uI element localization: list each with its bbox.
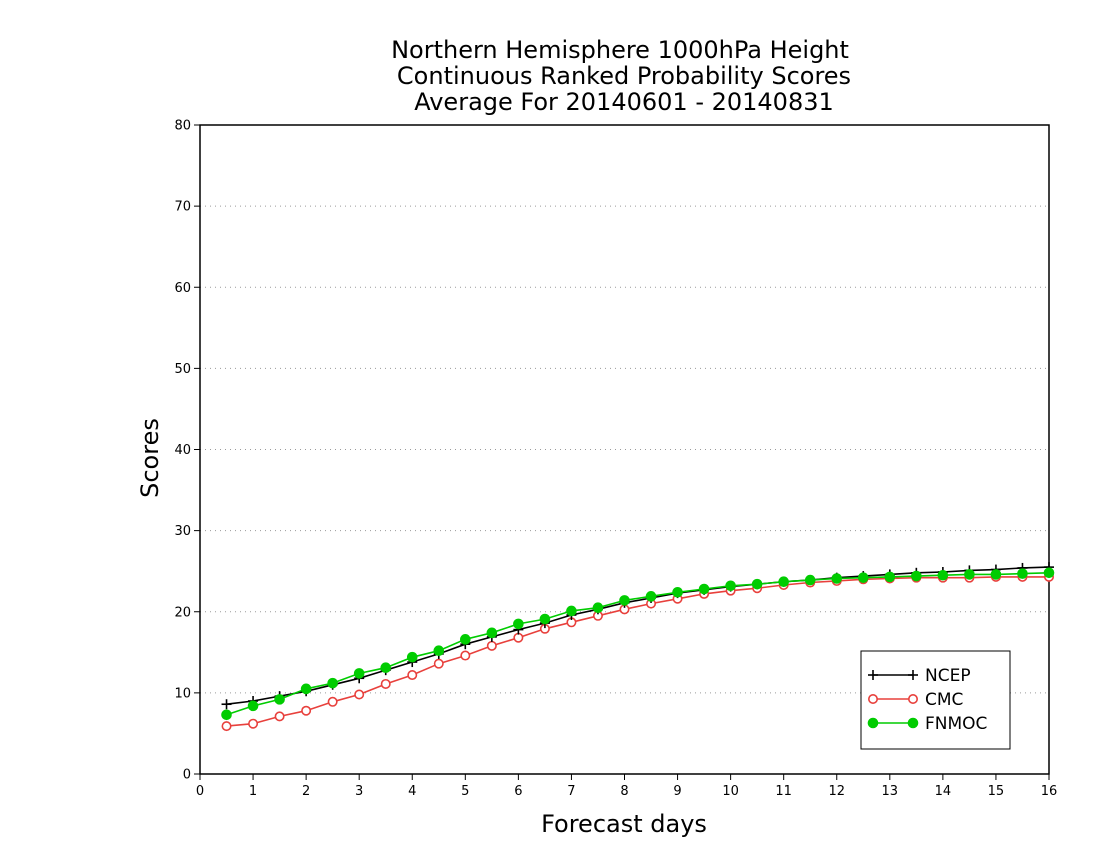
data-point-fnmoc [698, 583, 710, 595]
data-point-fnmoc [1017, 568, 1028, 579]
data-point-fnmoc [406, 651, 418, 663]
x-axis: 0 1 2 3 4 5 6 7 8 9 10 11 12 13 14 15 16 [196, 774, 1057, 799]
legend-label-cmc: CMC [925, 690, 963, 710]
data-point-fnmoc [725, 580, 736, 592]
legend-marker-cmc [907, 693, 918, 704]
y-tick-label: 10 [174, 686, 191, 701]
legend-label-fnmoc: FNMOC [925, 714, 987, 734]
series-fnmoc [221, 567, 1055, 721]
data-point-cmc [354, 689, 365, 700]
data-point-cmc [327, 696, 338, 707]
data-series [221, 562, 1055, 732]
x-tick-label: 3 [355, 784, 363, 799]
data-point-fnmoc [937, 569, 949, 581]
data-point-fnmoc [221, 709, 232, 721]
data-point-cmc [301, 705, 312, 716]
chart-title-line-1: Northern Hemisphere 1000hPa Height [391, 36, 849, 64]
data-point-cmc [486, 640, 497, 651]
data-point-fnmoc [247, 700, 259, 712]
data-point-fnmoc [884, 571, 896, 583]
data-point-fnmoc [300, 683, 312, 695]
data-point-fnmoc [433, 645, 445, 656]
legend-marker-fnmoc [867, 717, 879, 729]
data-point-cmc [248, 718, 259, 729]
x-tick-label: 4 [408, 784, 416, 799]
data-point-ncep [221, 699, 232, 710]
y-tick-label: 70 [174, 200, 191, 215]
data-point-fnmoc [911, 570, 922, 582]
data-point-fnmoc [804, 574, 816, 586]
x-tick-label: 11 [775, 784, 792, 799]
x-axis-label: Forecast days [541, 810, 707, 838]
legend-item-ncep: NCEP [868, 666, 971, 686]
legend-box [860, 650, 1011, 750]
x-tick-label: 14 [935, 784, 952, 799]
legend-marker-ncep [908, 670, 918, 680]
data-point-fnmoc [353, 668, 365, 679]
data-point-fnmoc [327, 677, 338, 689]
data-point-fnmoc [857, 572, 869, 583]
data-point-fnmoc [539, 613, 551, 625]
legend-item-cmc: CMC [867, 690, 963, 710]
data-point-cmc [460, 650, 471, 661]
x-tick-label: 8 [620, 784, 628, 799]
legend: NCEP CMC FNMOC [860, 650, 1011, 750]
y-tick-label: 40 [174, 443, 191, 458]
x-tick-label: 5 [461, 784, 469, 799]
chart-title-line-3: Average For 20140601 - 20140831 [414, 88, 834, 116]
data-point-fnmoc [619, 595, 630, 606]
x-tick-label: 16 [1041, 784, 1058, 799]
data-point-fnmoc [380, 662, 392, 674]
y-tick-label: 30 [174, 524, 191, 539]
data-point-cmc [407, 670, 418, 681]
data-point-fnmoc [513, 618, 524, 630]
x-tick-label: 6 [514, 784, 522, 799]
x-tick-label: 15 [988, 784, 1005, 799]
legend-marker-ncep [868, 670, 878, 680]
data-point-fnmoc [672, 586, 683, 598]
data-point-cmc [221, 721, 232, 732]
x-tick-label: 10 [722, 784, 739, 799]
data-point-fnmoc [645, 591, 657, 602]
data-point-cmc [433, 658, 444, 669]
y-axis: 0 10 20 30 40 50 60 70 80 [174, 119, 200, 783]
data-point-fnmoc [964, 569, 975, 580]
x-tick-label: 1 [249, 784, 257, 799]
x-tick-label: 7 [567, 784, 575, 799]
data-point-cmc [513, 632, 524, 643]
chart-title: Northern Hemisphere 1000hPa Height Conti… [391, 36, 851, 116]
data-point-fnmoc [460, 634, 471, 645]
data-point-fnmoc [778, 576, 789, 588]
data-point-fnmoc [566, 605, 577, 617]
y-tick-label: 20 [174, 605, 191, 620]
chart-title-line-2: Continuous Ranked Probability Scores [397, 62, 851, 90]
x-tick-label: 0 [196, 784, 204, 799]
y-tick-label: 80 [174, 119, 191, 134]
data-point-fnmoc [990, 569, 1002, 580]
y-axis-label: Scores [136, 418, 164, 498]
legend-marker-cmc [867, 693, 878, 704]
legend-marker-fnmoc [907, 717, 919, 729]
x-tick-label: 9 [673, 784, 681, 799]
grid-lines [200, 205, 1049, 694]
y-tick-label: 60 [174, 281, 191, 296]
data-point-cmc [380, 678, 391, 689]
y-tick-label: 50 [174, 362, 191, 377]
data-point-fnmoc [831, 573, 843, 584]
x-tick-label: 13 [882, 784, 899, 799]
data-point-fnmoc [592, 602, 604, 613]
y-tick-label: 0 [183, 768, 191, 783]
data-point-fnmoc [751, 578, 763, 590]
x-tick-label: 12 [828, 784, 845, 799]
data-point-fnmoc [1043, 567, 1055, 579]
data-point-cmc [274, 711, 285, 722]
data-point-fnmoc [274, 694, 285, 705]
legend-label-ncep: NCEP [925, 666, 971, 686]
x-tick-label: 2 [302, 784, 310, 799]
legend-item-fnmoc: FNMOC [867, 714, 987, 734]
data-point-fnmoc [486, 627, 498, 639]
